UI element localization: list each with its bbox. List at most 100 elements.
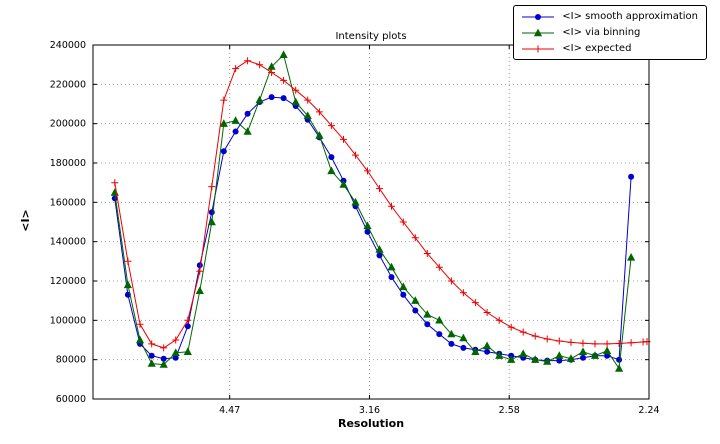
triangle-marker <box>351 197 360 206</box>
triangle-marker <box>363 221 372 230</box>
y-tick-label: 80000 <box>56 355 86 366</box>
plus-marker <box>196 267 204 275</box>
plus-marker <box>352 151 359 159</box>
triangle-marker <box>147 359 156 367</box>
plus-marker <box>615 340 623 347</box>
circle-marker <box>208 209 215 216</box>
triangle-marker <box>195 286 204 294</box>
plus-marker <box>534 45 542 52</box>
plus-marker <box>232 65 240 73</box>
triangle-marker <box>507 355 516 363</box>
y-tick-label: 180000 <box>50 158 86 169</box>
triangle-marker <box>171 348 180 356</box>
plus-marker <box>579 339 587 347</box>
circle-marker <box>244 110 251 117</box>
circle-marker <box>328 154 335 161</box>
plus-marker <box>388 202 395 210</box>
triangle-marker <box>531 355 540 363</box>
y-tick-label: 120000 <box>50 276 86 287</box>
plus-marker <box>136 320 144 328</box>
circle-marker <box>628 173 635 180</box>
triangle-marker <box>627 253 636 261</box>
legend: <I> smooth approximation <I> via binning… <box>513 5 707 60</box>
x-axis-label: Resolution <box>337 417 405 430</box>
triangle-marker <box>399 282 408 291</box>
plus-marker <box>411 234 419 242</box>
circle-marker <box>400 291 407 298</box>
triangle-marker <box>243 127 252 135</box>
triangle-marker <box>411 296 420 304</box>
plus-marker <box>184 316 192 324</box>
legend-item: <I> expected <box>520 41 698 56</box>
plus-marker <box>160 344 168 352</box>
series-line <box>114 53 632 370</box>
circle-marker <box>556 357 563 364</box>
y-tick-label: 100000 <box>50 315 86 326</box>
triangle-marker <box>423 310 432 318</box>
plus-marker <box>423 250 431 257</box>
triangle-marker <box>291 97 300 106</box>
circle-marker <box>616 356 623 363</box>
plus-marker <box>292 86 300 94</box>
triangle-marker <box>578 347 588 355</box>
circle-marker <box>388 274 395 281</box>
circle-marker <box>196 262 203 269</box>
circle-marker <box>280 95 287 102</box>
triangle-marker <box>159 360 168 368</box>
plus-marker <box>399 218 407 226</box>
plus-marker <box>364 167 371 175</box>
plus-marker <box>531 332 539 340</box>
plus-marker <box>483 309 491 316</box>
triangle-marker <box>135 335 145 344</box>
x-tick-label: 4.47 <box>219 405 240 416</box>
circle-marker <box>160 355 167 362</box>
triangle-marker <box>543 357 552 365</box>
plus-marker <box>304 96 312 104</box>
triangle-marker <box>483 341 492 350</box>
circle-marker <box>220 148 227 155</box>
circle-marker <box>232 128 239 135</box>
triangle-marker <box>219 119 228 127</box>
plus-marker <box>148 340 156 348</box>
triangle-marker <box>615 364 624 372</box>
triangle-marker <box>590 351 600 359</box>
triangle-marker <box>555 351 564 359</box>
plus-marker <box>543 335 551 343</box>
circle-marker <box>460 344 467 351</box>
plot-frame <box>92 44 650 400</box>
chart-title: Intensity plots <box>335 31 407 42</box>
triangle-marker <box>110 188 119 196</box>
circle-marker <box>364 228 371 235</box>
x-tick-label: 2.58 <box>499 405 520 416</box>
legend-swatch-plus <box>522 45 555 52</box>
plus-marker <box>567 338 575 346</box>
triangle-marker <box>459 333 468 342</box>
triangle-marker <box>471 347 480 355</box>
plus-marker <box>447 277 455 285</box>
y-tick-label: 60000 <box>56 394 86 405</box>
plus-marker <box>124 257 132 265</box>
circle-marker <box>448 340 455 347</box>
triangle-marker <box>566 354 576 362</box>
legend-item: <I> via binning <box>520 25 698 40</box>
plus-marker <box>256 61 264 69</box>
circle-marker <box>484 348 491 355</box>
triangle-marker <box>327 166 336 175</box>
x-tick-label: 3.16 <box>359 405 380 416</box>
y-tick-label: 200000 <box>50 119 86 130</box>
plus-marker <box>340 135 347 143</box>
plus-marker <box>471 299 479 307</box>
y-axis-label: <I> <box>18 209 32 232</box>
triangle-marker <box>123 280 132 289</box>
triangle-marker <box>375 245 384 253</box>
plus-marker <box>111 179 119 187</box>
triangle-marker <box>519 349 528 357</box>
y-tick-label: 240000 <box>50 40 86 51</box>
plus-marker <box>172 336 180 344</box>
plus-marker <box>268 69 276 76</box>
y-tick-label: 140000 <box>50 237 86 248</box>
circle-marker <box>535 13 542 20</box>
y-tick-label: 160000 <box>50 197 86 208</box>
circle-marker <box>424 321 431 328</box>
